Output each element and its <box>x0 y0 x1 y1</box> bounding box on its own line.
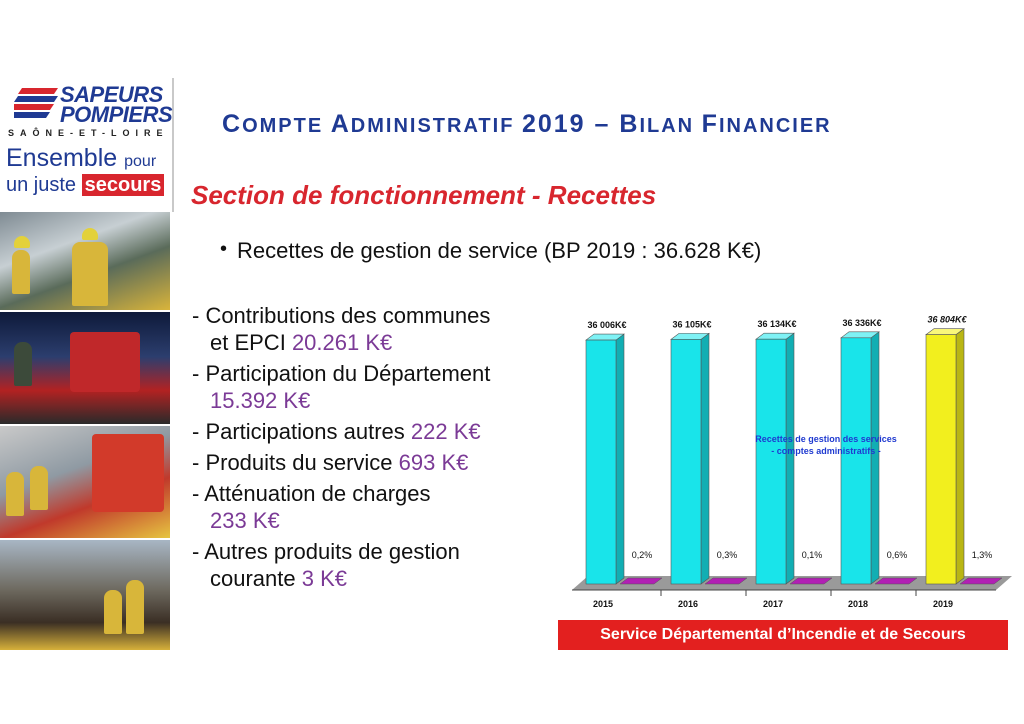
growth-bar-2016 <box>704 577 748 585</box>
growth-bar-2018 <box>874 577 918 585</box>
bar-side <box>955 328 965 585</box>
flag-stripes-icon <box>14 88 58 118</box>
firefighter-figure <box>14 342 32 386</box>
title-smallcaps: INANCIER <box>718 115 832 137</box>
growth-label: 1,3% <box>972 550 993 560</box>
item-label-cont: courante <box>210 566 296 591</box>
bar-value-label: 36 336K€ <box>842 318 881 328</box>
recettes-bar-chart: 36 006K€ 0,2% 2015 36 105K€ 0,3% 2016 36 134K€… <box>572 315 1012 609</box>
list-item: - Atténuation de charges 233 K€ <box>192 480 552 534</box>
page-title: COMPTE ADMINISTRATIF 2019 – BILAN FINANC… <box>222 110 832 139</box>
fire-truck-figure <box>70 332 140 392</box>
bar-2019 <box>925 334 957 585</box>
bullet-dot-icon: • <box>220 238 228 260</box>
list-item: - Autres produits de gestion courante 3 … <box>192 538 552 592</box>
bar-2016 <box>670 339 702 585</box>
item-value: 233 K€ <box>210 508 280 533</box>
sdis-logo: SAPEURS POMPIERS SAÔNE-ET-LOIRE Ensemble… <box>0 78 174 212</box>
bar-value-label: 36 134K€ <box>757 319 796 329</box>
item-value: 693 K€ <box>398 450 469 475</box>
item-continuation: et EPCI 20.261 K€ <box>192 329 552 356</box>
x-tick-label: 2016 <box>678 599 698 609</box>
title-year: 2019 – <box>521 110 620 138</box>
item-label: - Participation du Département <box>192 361 491 386</box>
recettes-list: - Contributions des communes et EPCI 20.… <box>192 302 552 596</box>
list-item: - Participation du Département 15.392 K€ <box>192 360 552 414</box>
growth-bar-2019 <box>959 577 1003 585</box>
ambulance-figure <box>92 434 164 512</box>
bar-2018 <box>840 337 872 585</box>
photo-ambulance-stretcher <box>0 426 170 538</box>
growth-label: 0,3% <box>717 550 738 560</box>
photo-fire-truck-night <box>0 312 170 424</box>
growth-label: 0,1% <box>802 550 823 560</box>
bar-side <box>785 332 795 585</box>
section-subtitle: Section de fonctionnement - Recettes <box>191 180 657 210</box>
logo-region: SAÔNE-ET-LOIRE <box>8 128 169 138</box>
title-smallcaps: OMPTE <box>242 115 331 137</box>
x-tick-label: 2019 <box>933 599 953 609</box>
item-label: - Produits du service <box>192 450 393 475</box>
firefighter-figure <box>126 580 144 634</box>
chart-annotation-line1: Recettes de gestion des services <box>755 434 897 444</box>
helmet-icon <box>14 236 30 248</box>
slogan-un-juste: un juste <box>6 174 77 196</box>
item-continuation: 15.392 K€ <box>192 387 552 414</box>
title-cap: F <box>701 110 719 138</box>
logo-slogan-line2: un juste secours <box>6 174 165 197</box>
bar-value-label: 36 006K€ <box>587 320 626 330</box>
title-cap: A <box>330 110 351 138</box>
bar-2015 <box>585 339 617 585</box>
bullet-text: Recettes de gestion de service (BP 2019 … <box>237 238 762 263</box>
sdis-banner: Service Départemental d’Incendie et de S… <box>558 620 1008 650</box>
logo-slogan-line1: Ensemble pour <box>6 144 156 173</box>
bar-side <box>700 332 710 585</box>
firefighter-figure <box>30 466 48 510</box>
title-cap: B <box>619 110 640 138</box>
x-tick-label: 2018 <box>848 599 868 609</box>
logo-word-sapeurs: SAPEURS <box>60 82 163 107</box>
list-item: - Participations autres 222 K€ <box>192 418 552 445</box>
firefighter-figure <box>104 590 122 634</box>
slogan-secours: secours <box>81 174 165 196</box>
growth-bar-2017 <box>789 577 833 585</box>
bullet-recettes: • Recettes de gestion de service (BP 2019… <box>220 238 761 264</box>
firefighter-figure <box>6 472 24 516</box>
logo-word-pompiers: POMPIERS <box>60 102 173 127</box>
item-label-cont: et EPCI <box>210 330 286 355</box>
firefighter-figure <box>12 250 30 294</box>
growth-label: 0,2% <box>632 550 653 560</box>
x-tick-label: 2015 <box>593 599 613 609</box>
bar-2017 <box>755 338 787 585</box>
photo-firefighters-rescue <box>0 212 170 310</box>
item-label: - Autres produits de gestion <box>192 539 460 564</box>
bar-side <box>870 331 880 585</box>
item-label: - Participations autres <box>192 419 405 444</box>
bar-value-label: 36 105K€ <box>672 319 711 329</box>
item-continuation: courante 3 K€ <box>192 565 552 592</box>
growth-bar-2015 <box>619 577 663 585</box>
growth-label: 0,6% <box>887 550 908 560</box>
x-tick-label: 2017 <box>763 599 783 609</box>
slogan-ensemble: Ensemble <box>6 144 118 172</box>
slogan-pour: pour <box>124 153 157 170</box>
item-label: - Atténuation de charges <box>192 481 431 506</box>
list-item: - Produits du service 693 K€ <box>192 449 552 476</box>
item-continuation: 233 K€ <box>192 507 552 534</box>
firefighter-figure <box>72 242 108 306</box>
item-label: - Contributions des communes <box>192 303 491 328</box>
item-value: 20.261 K€ <box>291 330 393 355</box>
item-value: 222 K€ <box>410 419 481 444</box>
chart-annotation-line2: - comptes administratifs - <box>771 446 881 456</box>
item-value: 15.392 K€ <box>210 388 311 413</box>
list-item: - Contributions des communes et EPCI 20.… <box>192 302 552 356</box>
bar-side <box>615 333 625 585</box>
title-smallcaps: ILAN <box>639 115 702 137</box>
helmet-icon <box>82 228 98 240</box>
title-smallcaps: DMINISTRATIF <box>350 115 522 137</box>
photo-wildfire <box>0 540 170 650</box>
bar-value-label: 36 804K€ <box>927 315 967 325</box>
item-value: 3 K€ <box>301 566 348 591</box>
title-cap: C <box>222 110 243 138</box>
